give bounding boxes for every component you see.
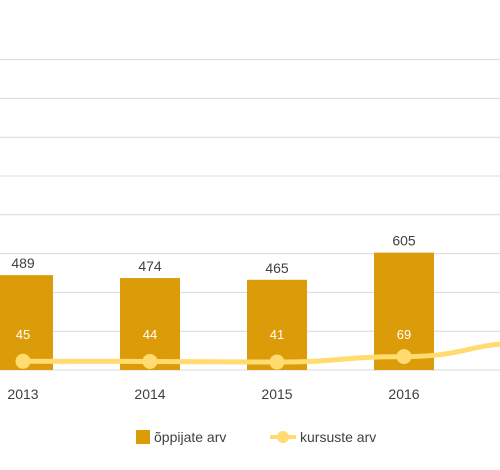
line-value-label: 69: [397, 327, 411, 342]
bar-value-label: 489: [11, 255, 35, 271]
legend-swatch-bar: [136, 430, 150, 444]
line-series: [15, 341, 500, 370]
line-value-labels: 45 44 41 69: [16, 327, 411, 342]
bar-series: [0, 252, 434, 370]
line-value-label: 45: [16, 327, 30, 342]
line-value-label: 44: [143, 327, 157, 342]
bar-value-labels: 489 474 465 605: [11, 233, 416, 276]
x-tick-label: 2016: [388, 386, 419, 402]
bar: [0, 275, 53, 370]
line-marker: [269, 354, 285, 370]
line-marker: [15, 353, 31, 369]
x-tick-label: 2015: [261, 386, 292, 402]
x-tick-label: 2013: [7, 386, 38, 402]
bar-value-label: 605: [392, 233, 416, 249]
legend-swatch-marker: [277, 431, 289, 443]
legend-label-line: kursuste arv: [300, 429, 376, 445]
line-value-label: 41: [270, 327, 284, 342]
bar-value-label: 465: [265, 260, 289, 276]
bar-value-label: 474: [138, 258, 162, 274]
x-axis-ticks: 2013 2014 2015 2016: [7, 386, 419, 402]
legend: õppijate arv kursuste arv: [136, 429, 376, 445]
legend-label-bar: õppijate arv: [154, 429, 226, 445]
line-marker: [142, 353, 158, 369]
x-tick-label: 2014: [134, 386, 165, 402]
line-marker: [396, 349, 412, 365]
